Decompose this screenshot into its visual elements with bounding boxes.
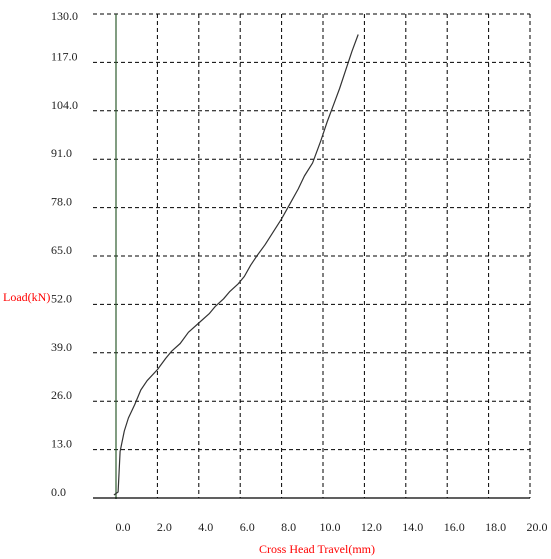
y-tick-label: 65.0 xyxy=(51,243,72,257)
tick-labels: 0.0 13.0 26.0 39.0 52.0 65.0 78.0 91.0 104.0 117.… xyxy=(51,9,548,534)
x-tick-label: 6.0 xyxy=(240,520,255,534)
y-tick-label: 0.0 xyxy=(51,485,66,499)
x-tick-label: 18.0 xyxy=(485,520,506,534)
x-tick-label: 10.0 xyxy=(320,520,341,534)
y-tick-label: 26.0 xyxy=(51,388,72,402)
y-tick-label: 117.0 xyxy=(51,49,78,63)
y-tick-label: 52.0 xyxy=(51,291,72,305)
y-tick-label: 104.0 xyxy=(51,98,78,112)
y-tick-label: 13.0 xyxy=(51,437,72,451)
x-tick-label: 8.0 xyxy=(281,520,296,534)
x-tick-label: 12.0 xyxy=(361,520,382,534)
series-line xyxy=(113,34,359,496)
x-axis-title: Cross Head Travel(mm) xyxy=(259,542,375,556)
x-tick-label: 14.0 xyxy=(402,520,423,534)
x-tick-label: 20.0 xyxy=(527,520,548,534)
y-tick-label: 39.0 xyxy=(51,340,72,354)
x-tick-label: 0.0 xyxy=(116,520,131,534)
series-layer xyxy=(113,34,359,496)
y-tick-label: 91.0 xyxy=(51,146,72,160)
y-tick-label: 130.0 xyxy=(51,9,78,23)
x-tick-label: 2.0 xyxy=(157,520,172,534)
y-tick-label: 78.0 xyxy=(51,195,72,209)
x-tick-label: 4.0 xyxy=(198,520,213,534)
grid xyxy=(93,13,531,498)
axes xyxy=(93,14,530,499)
y-axis-title: Load(kN) xyxy=(3,290,50,304)
x-tick-label: 16.0 xyxy=(444,520,465,534)
